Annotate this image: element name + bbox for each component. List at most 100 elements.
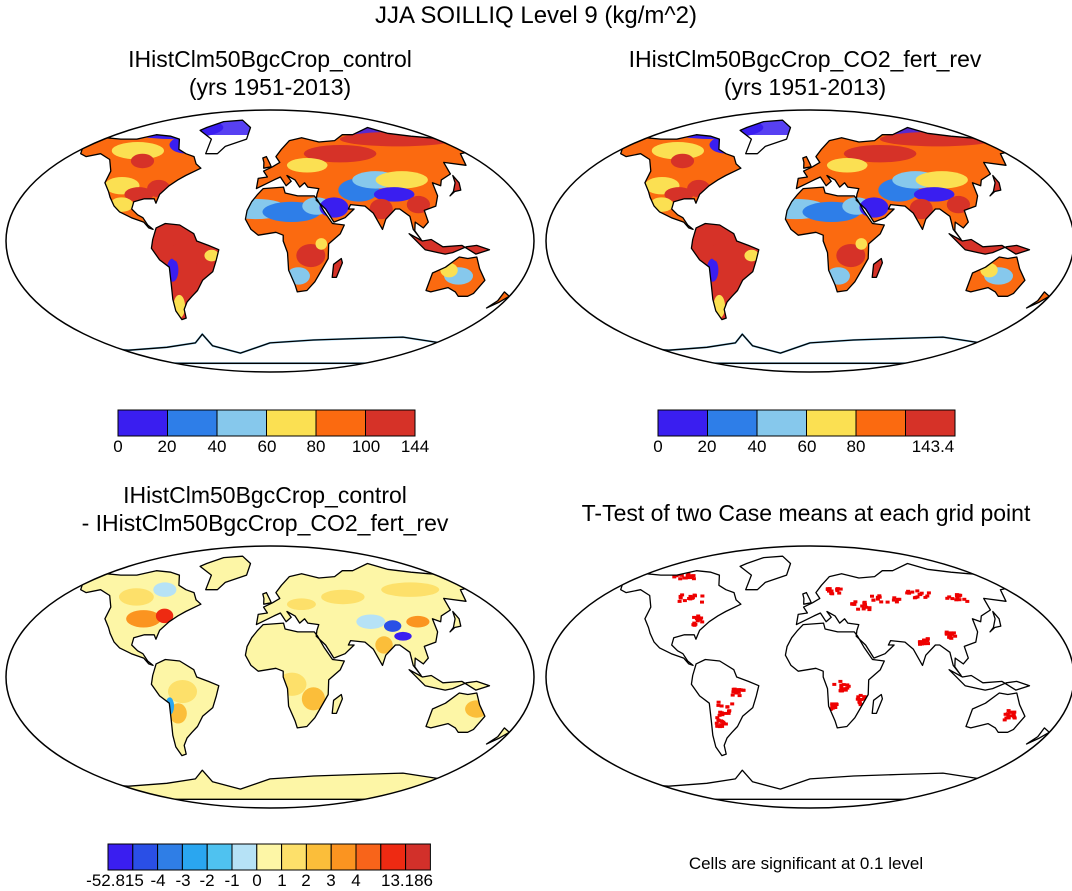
coastline-indonesia: [408, 233, 491, 255]
colorbar-label-6: 1: [277, 871, 287, 890]
colorbar-swatch-0: [117, 409, 168, 437]
significant-cell: [717, 713, 722, 717]
colorbar-swatch-10: [355, 843, 382, 871]
significant-cell: [915, 589, 920, 593]
significant-cell: [922, 638, 926, 642]
map-control: [5, 109, 535, 373]
significant-cell: [700, 620, 705, 624]
significant-cell: [839, 686, 844, 690]
significant-cell: [740, 688, 745, 692]
coastline-indonesia: [408, 669, 491, 691]
coastline-australia: [425, 256, 486, 297]
significant-cell: [1006, 709, 1011, 713]
colorbar-swatch-0: [657, 409, 708, 437]
significant-cell: [682, 599, 687, 603]
significant-cell: [672, 575, 677, 579]
coastline-japan: [989, 174, 1002, 197]
colorbar-swatch-2: [756, 409, 807, 437]
land-newZealand: [486, 291, 510, 308]
land-australia: [966, 693, 1025, 733]
coastline-northAmerica: [620, 134, 742, 231]
significant-cell: [839, 683, 844, 687]
significant-cell: [912, 596, 917, 600]
significant-cell: [875, 597, 880, 601]
colorbar-swatch-5: [905, 409, 956, 437]
coastline-southAmerica: [150, 658, 220, 757]
map-frame: [545, 109, 1072, 373]
colorbar-co2-fert-rev: [657, 409, 956, 437]
colorbar-swatch-4: [315, 409, 366, 437]
land-madagascar: [332, 258, 343, 278]
panel-title-ttest: T-Test of two Case means at each grid po…: [581, 500, 1031, 526]
significant-cell: [693, 594, 697, 598]
colorbar-swatch-3: [181, 843, 208, 871]
coastline-greenland: [199, 555, 252, 591]
colorbar-control: [117, 409, 416, 437]
significant-cell: [877, 595, 882, 599]
significant-cell: [709, 627, 714, 631]
significant-cell: [715, 716, 720, 720]
field-patch-4: [664, 187, 694, 202]
coastline-australia: [425, 692, 486, 733]
significant-cell: [719, 723, 724, 727]
field-patch-16: [303, 144, 377, 163]
map-frame: [545, 545, 1072, 809]
colorbar-label-4: 80: [846, 437, 866, 456]
field-patch-14: [373, 187, 415, 202]
field-patch-28: [855, 238, 868, 250]
significant-cell: [677, 599, 682, 603]
coastline-southAmerica: [150, 222, 220, 321]
land-greenland: [200, 556, 251, 590]
significant-cell: [891, 598, 896, 602]
coastline-eurasia: [255, 126, 476, 241]
significant-cell: [918, 640, 923, 644]
significant-cell: [915, 595, 920, 599]
colorbar-swatch-5: [231, 843, 258, 871]
coastline-newZealand: [1025, 727, 1050, 745]
land-indonesia: [949, 233, 1030, 255]
field-patch-25: [204, 249, 219, 262]
significant-cell: [834, 702, 839, 706]
coastline-southAmerica: [690, 222, 760, 321]
significant-cell: [855, 697, 860, 701]
field-patch-23: [709, 241, 750, 265]
significant-cell: [735, 688, 740, 692]
coastline-greenland: [739, 555, 792, 591]
significant-cell: [716, 703, 721, 707]
significant-cell: [838, 689, 843, 693]
land-newZealand: [486, 727, 510, 744]
colorbar-label-3: 60: [257, 437, 277, 456]
significant-cell: [690, 596, 695, 600]
coastline-northAmerica: [80, 570, 202, 667]
significant-cell: [698, 617, 703, 621]
significant-cell: [711, 624, 716, 628]
field-patch-27: [406, 195, 430, 214]
diff-patch-10: [383, 620, 402, 632]
field-patch-25: [744, 249, 759, 262]
significant-cell: [738, 688, 743, 692]
diff-patch-3: [153, 582, 177, 597]
coastline-uk: [802, 155, 812, 169]
significant-cell: [825, 587, 830, 591]
colorbar-label-2: 40: [207, 437, 227, 456]
land-uk: [802, 592, 812, 605]
significant-cell: [879, 600, 884, 604]
colorbar-label-5: 100: [351, 437, 381, 456]
colorbar-label-3: -2: [199, 871, 215, 890]
significant-cell: [922, 642, 927, 646]
colorbar-swatch-0: [107, 843, 134, 871]
panel-title-co2-fert-rev: IHistClm50BgcCrop_CO2_fert_rev: [628, 46, 982, 72]
coastline-newZealand: [1025, 291, 1050, 309]
significant-cell: [1011, 712, 1016, 716]
panel-subtitle-difference: - IHistClm50BgcCrop_CO2_fert_rev: [81, 510, 449, 536]
significant-cell: [851, 602, 856, 606]
colorbar-swatch-12: [405, 843, 431, 871]
significant-cell: [894, 600, 899, 604]
land-japan: [990, 175, 1001, 196]
significant-cell: [1009, 710, 1014, 714]
significant-cell: [830, 592, 835, 596]
significant-cell: [857, 701, 862, 705]
significant-cell: [710, 629, 715, 633]
coastline-australia: [965, 692, 1026, 733]
significant-cell: [838, 587, 843, 591]
